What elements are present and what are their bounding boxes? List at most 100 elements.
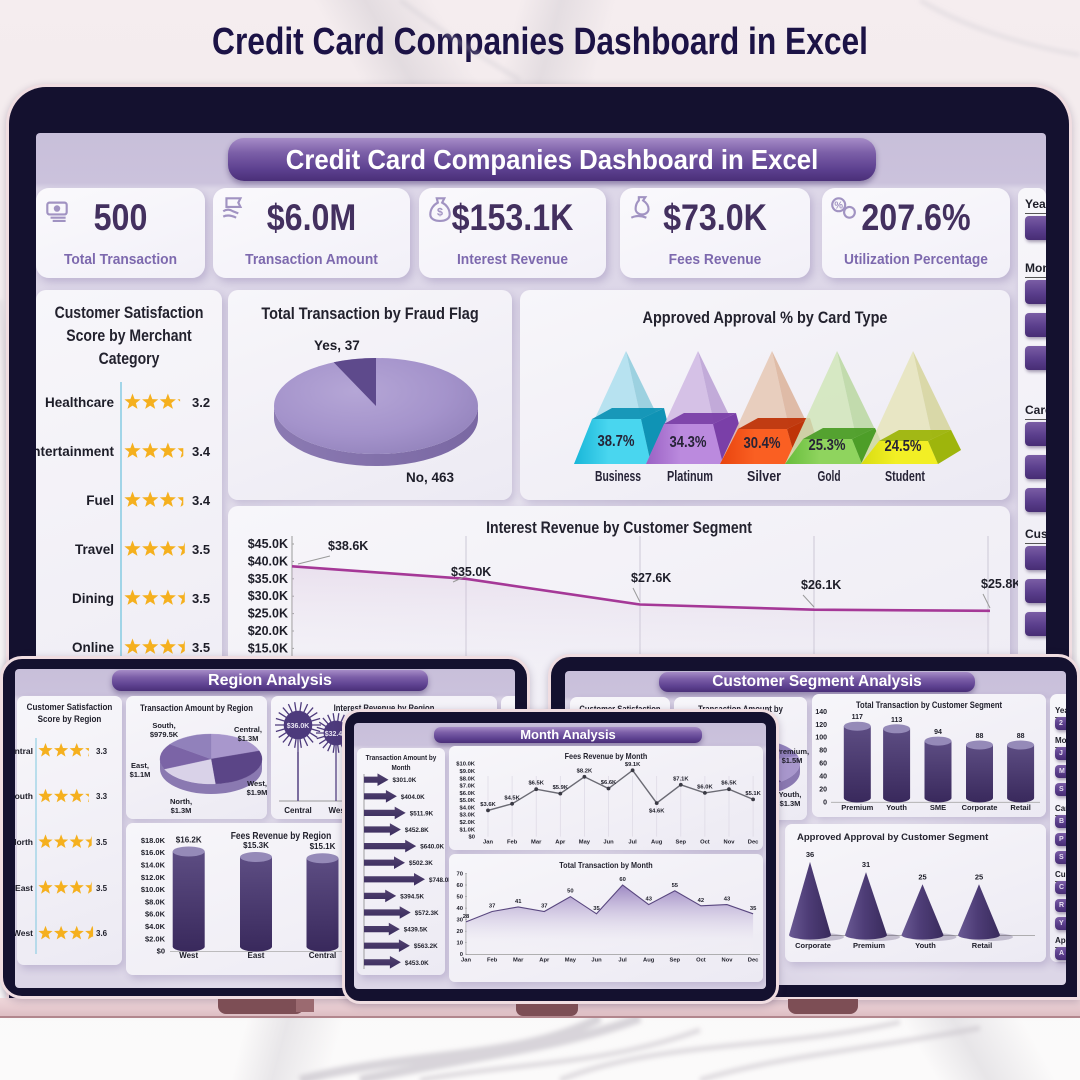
- svg-text:$3.6K: $3.6K: [480, 802, 496, 808]
- svg-text:$25.0K: $25.0K: [248, 607, 288, 621]
- svg-text:$1.3M: $1.3M: [238, 734, 259, 743]
- svg-text:%: %: [834, 201, 843, 212]
- svg-text:$9.1K: $9.1K: [625, 762, 641, 768]
- svg-text:$6.5K: $6.5K: [528, 781, 544, 787]
- svg-text:Central: Central: [15, 746, 33, 756]
- svg-text:$511.9K: $511.9K: [410, 810, 434, 817]
- svg-text:$9.0K: $9.0K: [460, 769, 476, 775]
- svg-text:$8.2K: $8.2K: [577, 768, 593, 774]
- svg-text:$38.6K: $38.6K: [328, 539, 368, 553]
- svg-text:$6.0K: $6.0K: [145, 910, 166, 919]
- svg-text:60: 60: [457, 883, 463, 889]
- svg-text:117: 117: [852, 714, 863, 721]
- svg-text:$0: $0: [469, 835, 475, 841]
- svg-text:$6.5K: $6.5K: [721, 781, 737, 787]
- svg-text:Corporate: Corporate: [962, 803, 998, 812]
- svg-text:20: 20: [819, 787, 827, 794]
- svg-text:$394.5K: $394.5K: [400, 893, 424, 900]
- svg-text:Mar: Mar: [513, 958, 524, 964]
- svg-text:$572.3K: $572.3K: [415, 910, 439, 917]
- svg-text:$5.1K: $5.1K: [745, 791, 761, 797]
- svg-text:35: 35: [750, 906, 757, 912]
- svg-text:$452.8K: $452.8K: [405, 827, 429, 834]
- svg-text:$15.0K: $15.0K: [248, 641, 288, 655]
- svg-text:Oct: Oct: [700, 840, 710, 846]
- svg-text:$18.0K: $18.0K: [141, 836, 166, 845]
- svg-text:$8.0K: $8.0K: [145, 897, 166, 906]
- svg-text:Central,: Central,: [234, 725, 262, 734]
- svg-text:Sep: Sep: [675, 840, 686, 846]
- svg-text:$1.9M: $1.9M: [247, 788, 268, 797]
- svg-text:South,: South,: [152, 721, 175, 730]
- svg-text:100: 100: [815, 735, 827, 742]
- svg-text:$2.0K: $2.0K: [460, 820, 476, 826]
- svg-text:Youth: Youth: [886, 803, 907, 812]
- svg-text:55: 55: [672, 883, 679, 889]
- svg-text:3.5: 3.5: [96, 838, 108, 847]
- svg-text:$45.0K: $45.0K: [248, 537, 288, 551]
- svg-text:3.4: 3.4: [192, 493, 211, 508]
- svg-text:Jan: Jan: [483, 840, 493, 846]
- svg-text:Healthcare: Healthcare: [45, 395, 115, 410]
- svg-text:Aug: Aug: [643, 958, 655, 964]
- svg-text:0: 0: [460, 952, 463, 958]
- svg-text:30: 30: [457, 918, 463, 924]
- svg-text:40: 40: [457, 906, 463, 912]
- svg-text:43: 43: [724, 897, 731, 903]
- svg-text:$6.0K: $6.0K: [697, 784, 713, 790]
- svg-text:May: May: [565, 958, 577, 964]
- svg-text:$748.0K: $748.0K: [429, 877, 453, 884]
- svg-text:Premium: Premium: [841, 803, 873, 812]
- svg-text:Gold: Gold: [818, 468, 841, 485]
- svg-text:Dec: Dec: [748, 840, 759, 846]
- svg-text:$30.0K: $30.0K: [248, 589, 288, 603]
- svg-text:Feb: Feb: [487, 958, 498, 964]
- svg-text:25: 25: [975, 872, 983, 881]
- svg-text:Dining: Dining: [72, 591, 114, 606]
- svg-text:60: 60: [619, 877, 625, 883]
- svg-text:$26.1K: $26.1K: [801, 578, 841, 592]
- svg-text:113: 113: [891, 717, 902, 724]
- svg-text:$0: $0: [157, 947, 165, 956]
- svg-text:$16.0K: $16.0K: [141, 848, 166, 857]
- svg-text:$: $: [437, 207, 443, 219]
- svg-text:Yes, 37: Yes, 37: [314, 338, 360, 353]
- svg-text:$10.0K: $10.0K: [456, 762, 476, 768]
- svg-text:Jun: Jun: [591, 958, 602, 964]
- svg-text:$563.2K: $563.2K: [414, 943, 438, 950]
- svg-text:94: 94: [934, 729, 942, 736]
- svg-text:No, 463: No, 463: [406, 470, 455, 485]
- svg-text:88: 88: [1017, 733, 1025, 740]
- svg-text:36: 36: [806, 850, 814, 859]
- svg-text:10: 10: [457, 941, 463, 947]
- svg-text:37: 37: [541, 904, 547, 910]
- svg-text:$5.0K: $5.0K: [460, 798, 476, 804]
- svg-text:Aug: Aug: [651, 840, 663, 846]
- svg-text:3.5: 3.5: [192, 640, 210, 655]
- svg-text:25.3%: 25.3%: [809, 437, 846, 454]
- svg-text:Online: Online: [72, 640, 114, 655]
- svg-text:3.4: 3.4: [192, 444, 211, 459]
- svg-text:$36.0K: $36.0K: [287, 723, 310, 730]
- svg-text:3.6: 3.6: [96, 929, 108, 938]
- svg-text:$7.0K: $7.0K: [460, 784, 476, 790]
- svg-text:50: 50: [457, 895, 463, 901]
- svg-text:3.5: 3.5: [192, 591, 210, 606]
- svg-text:$27.6K: $27.6K: [631, 571, 671, 585]
- svg-text:35: 35: [593, 906, 600, 912]
- svg-text:Retail: Retail: [1010, 803, 1030, 812]
- svg-text:Sep: Sep: [669, 958, 680, 964]
- svg-text:28: 28: [463, 914, 470, 920]
- svg-text:$35.0K: $35.0K: [451, 565, 491, 579]
- svg-text:Business: Business: [595, 468, 641, 485]
- svg-text:60: 60: [819, 761, 827, 768]
- svg-text:Silver: Silver: [747, 468, 781, 485]
- svg-text:$20.0K: $20.0K: [248, 624, 288, 638]
- svg-text:$35.0K: $35.0K: [248, 572, 288, 586]
- svg-text:Central: Central: [284, 806, 312, 815]
- svg-text:41: 41: [515, 899, 522, 905]
- svg-text:$8.0K: $8.0K: [460, 776, 476, 782]
- svg-text:$1.1M: $1.1M: [130, 770, 151, 779]
- svg-text:$4.0K: $4.0K: [145, 922, 166, 931]
- svg-text:42: 42: [698, 898, 704, 904]
